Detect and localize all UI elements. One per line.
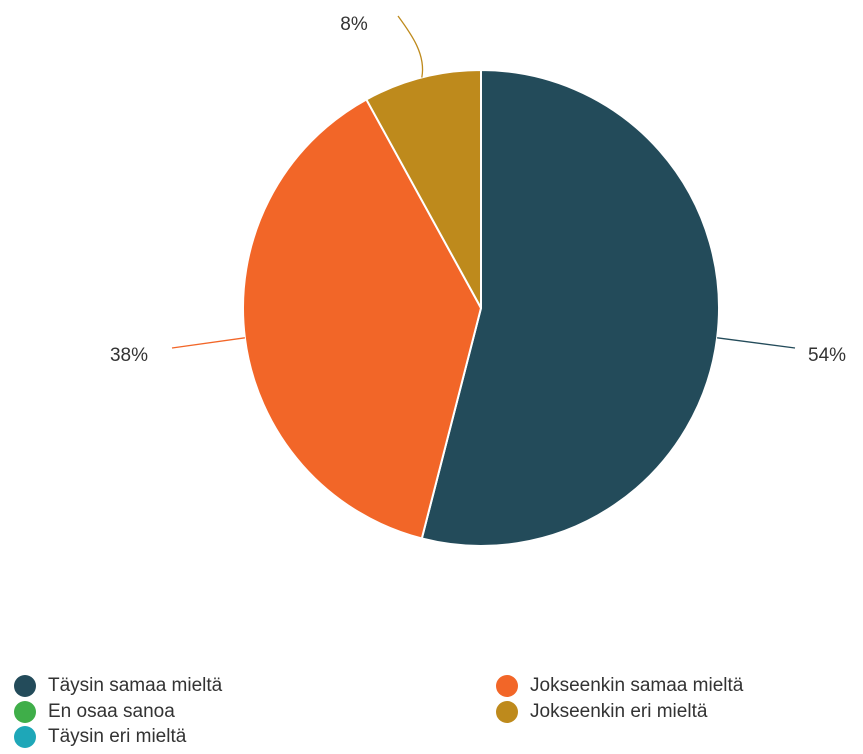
leader-line-taysin-samaa-mielta	[717, 337, 796, 349]
legend-item-taysin-samaa-mielta: Täysin samaa mieltä	[14, 674, 222, 698]
pie-slices	[242, 68, 720, 547]
legend-label: Täysin eri mieltä	[48, 726, 187, 747]
legend-swatch	[14, 675, 36, 697]
data-labels: 54% 38% 8%	[110, 14, 846, 366]
legend-swatch	[14, 701, 36, 723]
legend-item-jokseenkin-samaa-mielta: Jokseenkin samaa mieltä	[496, 674, 743, 698]
legend-label: Jokseenkin eri mieltä	[530, 701, 708, 722]
legend-label: Täysin samaa mieltä	[48, 675, 223, 696]
legend-label: En osaa sanoa	[48, 701, 175, 722]
data-label-jokseenkin-samaa-mielta: 38%	[110, 345, 148, 366]
data-label-jokseenkin-eri-mielta: 8%	[340, 14, 368, 35]
legend-item-jokseenkin-eri-mielta: Jokseenkin eri mieltä	[496, 700, 707, 724]
legend-swatch	[14, 726, 36, 748]
legend: Täysin samaa mieltä Jokseenkin samaa mie…	[0, 668, 863, 754]
legend-item-taysin-eri-mielta: Täysin eri mieltä	[14, 725, 186, 749]
legend-item-en-osaa-sanoa: En osaa sanoa	[14, 700, 175, 724]
pie-chart: 54% 38% 8%	[110, 14, 846, 547]
legend-swatch	[496, 701, 518, 723]
legend-label: Jokseenkin samaa mieltä	[530, 675, 744, 696]
data-label-taysin-samaa-mielta: 54%	[808, 345, 846, 366]
leader-lines	[171, 15, 796, 349]
pie-slice-taysin-samaa-mielta	[420, 68, 720, 547]
pie-slice-jokseenkin-samaa-mielta	[242, 98, 483, 540]
leader-line-jokseenkin-samaa-mielta	[171, 337, 245, 349]
leader-line-jokseenkin-eri-mielta	[397, 15, 424, 78]
legend-swatch	[496, 675, 518, 697]
